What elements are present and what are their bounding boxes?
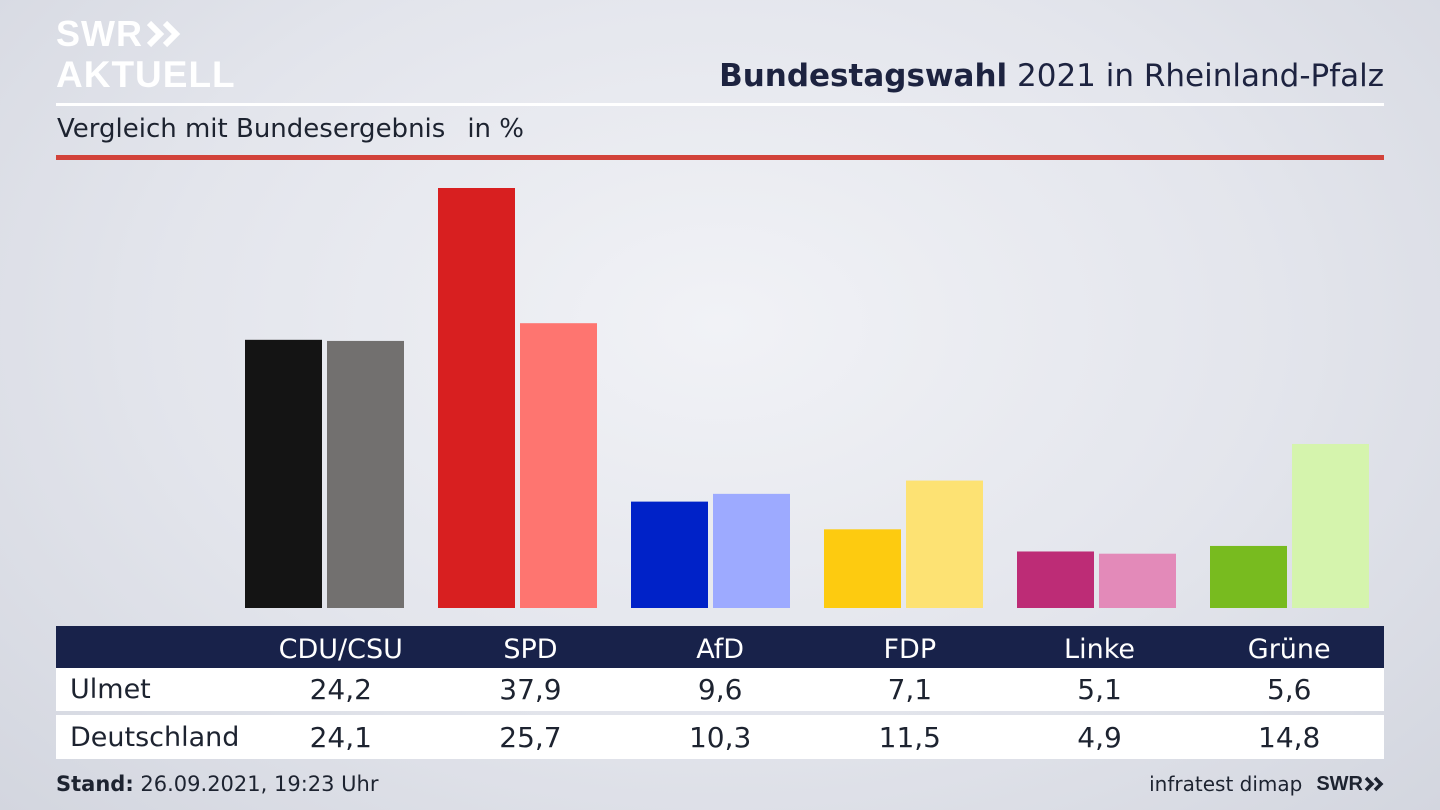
logo-swr-text: SWR [56, 13, 143, 54]
table-cell: 37,9 [499, 673, 562, 706]
bar-0-3 [824, 529, 901, 608]
bar-0-0 [245, 339, 322, 608]
subtitle-text: Vergleich mit Bundesergebnis [57, 114, 446, 144]
bar-1-2 [713, 493, 790, 608]
bar-1-1 [520, 323, 597, 608]
table-header-cell: Grüne [1247, 633, 1331, 665]
bar-chart [245, 188, 1369, 608]
results-table: CDU/CSU SPD AfD FDP Linke Grüne Ulmet 24… [56, 626, 1384, 759]
table-cell: 24,2 [309, 673, 372, 706]
table-row: Deutschland 24,1 25,7 10,3 11,5 4,9 14,8 [56, 715, 1384, 759]
table-header-cell: AfD [696, 633, 745, 665]
bar-1-5 [1292, 443, 1369, 608]
source-text: infratest dimap [1149, 772, 1303, 796]
title-rest: 2021 in Rheinland-Pfalz [1007, 58, 1384, 94]
subtitle-divider [56, 155, 1384, 160]
table-cell: 24,1 [309, 720, 372, 754]
double-chevron-icon [1364, 776, 1384, 792]
source-credit: infratest dimap SWR [1149, 772, 1384, 796]
table-cell: 4,9 [1077, 720, 1122, 754]
row-label: Deutschland [70, 721, 240, 753]
bar-1-4 [1099, 553, 1176, 608]
bar-0-5 [1210, 545, 1287, 608]
footer-logo-text: SWR [1316, 772, 1363, 795]
header-divider [56, 103, 1384, 106]
swr-aktuell-logo: SWR AKTUELL [56, 13, 236, 95]
swr-footer-logo: SWR [1316, 773, 1384, 796]
title-bold: Bundestagswahl [719, 58, 1008, 94]
bar-0-4 [1017, 551, 1094, 608]
table-cell: 5,1 [1077, 673, 1122, 706]
table-cell: 25,7 [499, 720, 562, 754]
table-header-cell: SPD [503, 633, 558, 665]
table-cell: 10,3 [688, 720, 752, 754]
bar-0-2 [631, 501, 708, 608]
unit-label: in % [467, 114, 524, 144]
table-cell: 5,6 [1266, 673, 1312, 706]
bar-0-1 [438, 188, 515, 608]
table-header-cell: CDU/CSU [278, 633, 403, 665]
table-row: Ulmet 24,2 37,9 9,6 7,1 5,1 5,6 [56, 668, 1384, 711]
stand-label: Stand: [56, 772, 134, 796]
page-title: Bundestagswahl 2021 in Rheinland-Pfalz [719, 58, 1384, 94]
logo-aktuell-text: AKTUELL [56, 54, 236, 95]
table-header-cell: Linke [1064, 633, 1135, 665]
table-cell: 9,6 [697, 673, 743, 706]
table-header-row: CDU/CSU SPD AfD FDP Linke Grüne [56, 626, 1384, 668]
table-header-cell: FDP [883, 633, 937, 665]
row-label: Ulmet [70, 674, 151, 705]
stand-value: 26.09.2021, 19:23 Uhr [133, 772, 379, 796]
chart-subtitle: Vergleich mit Bundesergebnis in % [57, 114, 524, 144]
table-cell: 7,1 [887, 673, 933, 706]
bar-1-3 [906, 480, 983, 608]
timestamp: Stand: 26.09.2021, 19:23 Uhr [56, 772, 379, 796]
table-cell: 14,8 [1258, 720, 1321, 754]
double-chevron-icon [146, 20, 181, 48]
bar-1-0 [327, 340, 404, 608]
table-cell: 11,5 [878, 720, 941, 754]
